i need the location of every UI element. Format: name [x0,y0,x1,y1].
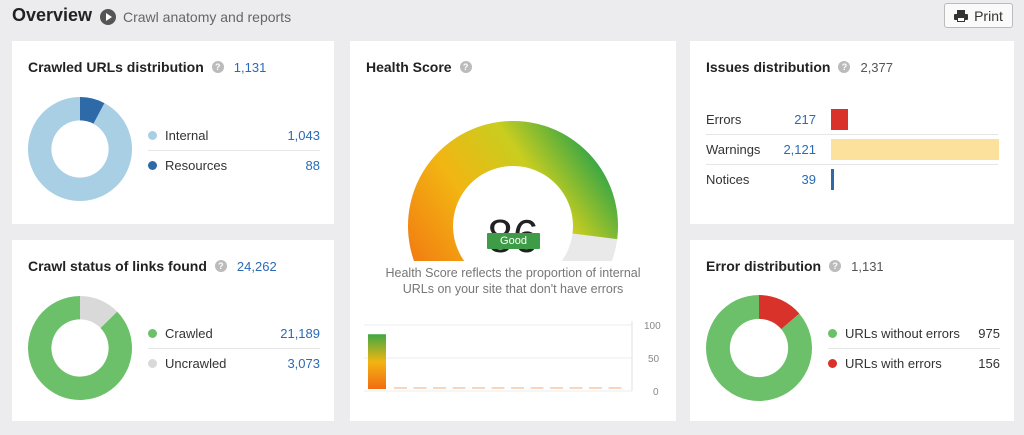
crawled-urls-card: Crawled URLs distribution ? 1,131 Intern… [12,41,334,224]
card-title: Crawl status of links found ? 24,262 [28,258,277,274]
issue-value[interactable]: 2,121 [783,142,816,157]
health-gauge [408,120,618,261]
issue-label: Notices [706,172,750,187]
issue-bar[interactable] [831,169,835,190]
health-score-card: Health Score ? 86 Good Health Score refl… [350,41,676,421]
legend-value: 975 [978,326,1000,341]
legend-item-without-errors[interactable]: URLs without errors 975 [828,319,1000,348]
donut-slice-1[interactable] [759,295,800,330]
legend-dot [148,359,157,368]
issue-label: Errors [706,112,742,127]
card-title: Crawled URLs distribution ? 1,131 [28,59,266,75]
issue-bar[interactable] [831,109,849,130]
crawl-status-card: Crawl status of links found ? 24,262 Cra… [12,240,334,421]
card-total[interactable]: 1,131 [233,59,267,75]
legend-label: URLs without errors [845,326,960,341]
legend: Internal 1,043 Resources 88 [148,121,320,181]
divider [706,164,998,165]
page-subtitle[interactable]: Crawl anatomy and reports [123,9,292,25]
divider [828,348,1000,349]
printer-icon [954,9,969,22]
legend-label: URLs with errors [845,356,942,371]
print-label: Print [974,7,1003,24]
error-distribution-card: Error distribution ? 1,131 URLs without … [690,240,1014,421]
card-total: 1,131 [851,258,884,274]
print-button[interactable]: Print [944,3,1013,28]
issue-row-notices[interactable]: Notices 39 [690,165,1000,194]
play-icon[interactable] [100,9,116,25]
card-title-text: Crawled URLs distribution [28,59,204,75]
card-title: Issues distribution ? 2,377 [706,59,893,75]
card-total: 2,377 [860,59,894,75]
axis-tick-label: 0 [653,387,659,398]
divider [148,348,320,349]
page-title: Overview [12,5,93,25]
card-title: Health Score ? [366,59,472,75]
health-description: Health Score reflects the proportion of … [385,266,641,296]
legend: Crawled 21,189 Uncrawled 3,073 [148,319,320,379]
donut-slice-1[interactable] [80,97,105,124]
page-header: Overview Crawl anatomy and reports Print [0,0,1024,36]
card-title-text: Issues distribution [706,59,831,75]
donut-slice-0[interactable] [28,296,132,400]
legend-label: Resources [165,158,228,173]
legend-label: Crawled [165,326,213,341]
card-title-text: Crawl status of links found [28,258,207,274]
history-bar[interactable] [368,334,386,389]
legend-item-resources[interactable]: Resources 88 [148,151,320,180]
legend-dot [828,359,837,368]
legend-value[interactable]: 3,073 [287,356,320,371]
card-total[interactable]: 24,262 [236,258,277,274]
issue-value[interactable]: 217 [794,112,816,127]
donut-slice-0[interactable] [28,97,132,201]
issue-bar[interactable] [831,139,999,160]
gauge-fill [408,121,618,261]
health-history-chart: 100 50 0 [364,321,661,398]
crawled-urls-donut [28,97,132,201]
legend-dot [828,329,837,338]
help-icon[interactable]: ? [459,61,472,73]
crawl-status-donut [28,296,132,400]
axis-tick-label: 100 [644,321,661,332]
legend-value[interactable]: 21,189 [280,326,320,341]
legend-dot [148,131,157,140]
card-title: Error distribution ? 1,131 [706,258,884,274]
legend-label: Uncrawled [165,356,227,371]
legend-item-internal[interactable]: Internal 1,043 [148,121,320,150]
issue-row-warnings[interactable]: Warnings 2,121 [690,135,1000,164]
legend-item-with-errors[interactable]: URLs with errors 156 [828,349,1000,378]
help-icon[interactable]: ? [838,61,851,73]
legend-value: 156 [978,356,1000,371]
card-title-text: Health Score [366,59,452,75]
legend-item-crawled[interactable]: Crawled 21,189 [148,319,320,348]
legend-value[interactable]: 88 [305,158,320,173]
legend-item-uncrawled[interactable]: Uncrawled 3,073 [148,349,320,378]
error-distribution-donut [706,295,812,401]
legend: URLs without errors 975 URLs with errors… [828,319,1000,379]
legend-label: Internal [165,128,209,143]
card-title-text: Error distribution [706,258,822,274]
help-icon[interactable]: ? [214,260,227,272]
donut-slice-1[interactable] [80,296,118,328]
divider [706,134,998,135]
issues-card: Issues distribution ? 2,377 Errors 217 W… [690,41,1014,224]
help-icon[interactable]: ? [211,61,224,73]
divider [148,150,320,151]
legend-dot [148,161,157,170]
donut-slice-0[interactable] [706,295,812,401]
issue-label: Warnings [706,142,761,157]
issue-value[interactable]: 39 [801,172,816,187]
health-status-badge: Good [487,233,540,249]
axis-tick-label: 50 [648,354,660,365]
help-icon[interactable]: ? [829,260,842,272]
legend-value[interactable]: 1,043 [287,128,320,143]
issue-row-errors[interactable]: Errors 217 [690,105,1000,134]
legend-dot [148,329,157,338]
